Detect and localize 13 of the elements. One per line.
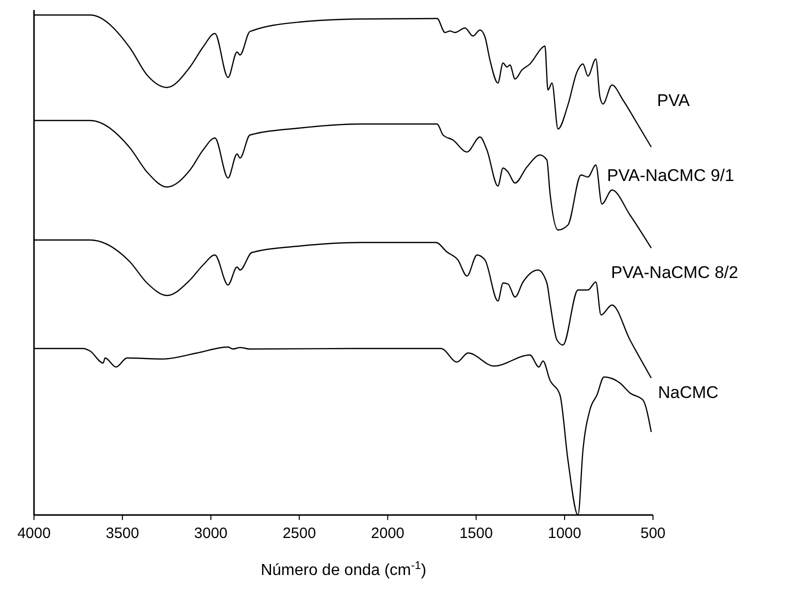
x-tick-label: 1000	[548, 525, 582, 542]
x-axis-title: Número de onda (cm$^{-1}$)	[260, 560, 426, 579]
series-label: PVA	[657, 91, 690, 110]
x-tick-label: 2000	[371, 525, 404, 542]
x-tick-label: 500	[640, 525, 666, 542]
x-tick-label: 3500	[106, 525, 140, 542]
series-label: PVA-NaCMC 9/1	[607, 166, 734, 185]
x-tick-label: 1500	[459, 525, 493, 542]
x-tick-label: 2500	[282, 525, 316, 542]
series-label: NaCMC	[658, 383, 718, 402]
x-tick-label: 4000	[17, 525, 51, 542]
series-label: PVA-NaCMC 8/2	[611, 263, 738, 282]
x-tick-label: 3000	[194, 525, 228, 542]
